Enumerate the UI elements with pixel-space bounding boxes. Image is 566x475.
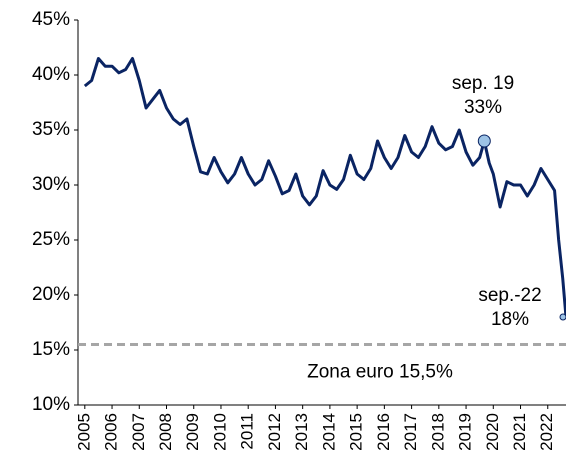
- y-tick-label: 20%: [32, 284, 70, 305]
- annotation-value: 18%: [491, 309, 529, 330]
- y-tick-label: 25%: [32, 229, 70, 250]
- x-tick-label: 2006: [102, 413, 121, 451]
- x-tick-label: 2008: [156, 413, 175, 451]
- x-tick-label: 2017: [401, 413, 420, 451]
- reference-label: Zona euro 15,5%: [307, 362, 453, 383]
- x-tick-label: 2009: [183, 413, 202, 451]
- x-tick-label: 2005: [74, 413, 93, 451]
- series-line: [83, 57, 566, 318]
- x-tick-label: 2019: [456, 413, 475, 451]
- y-tick-label: 40%: [32, 64, 70, 85]
- y-tick-label: 30%: [32, 174, 70, 195]
- y-tick-label: 15%: [32, 339, 70, 360]
- y-tick-label: 35%: [32, 119, 70, 140]
- x-tick-label: 2021: [510, 413, 529, 451]
- y-tick-label: 45%: [32, 9, 70, 30]
- x-tick-label: 2012: [265, 413, 284, 451]
- x-tick-label: 2010: [210, 413, 229, 451]
- y-tick-label: 10%: [32, 394, 70, 415]
- x-tick-label: 2007: [129, 413, 148, 451]
- x-tick-label: 2015: [347, 413, 366, 451]
- x-tick-label: 2022: [537, 413, 556, 451]
- x-tick-label: 2014: [319, 413, 338, 451]
- highlight-point: [559, 313, 566, 321]
- x-tick-label: 2018: [428, 413, 447, 451]
- x-tick-label: 2013: [292, 413, 311, 451]
- annotation-value: 33%: [464, 97, 502, 118]
- x-tick-label: 2016: [374, 413, 393, 451]
- annotation-text: sep. 19: [452, 73, 514, 94]
- x-tick-label: 2020: [483, 413, 502, 451]
- annotation-text: sep.-22: [478, 285, 541, 306]
- highlight-point: [477, 134, 491, 148]
- x-tick-label: 2011: [238, 413, 257, 450]
